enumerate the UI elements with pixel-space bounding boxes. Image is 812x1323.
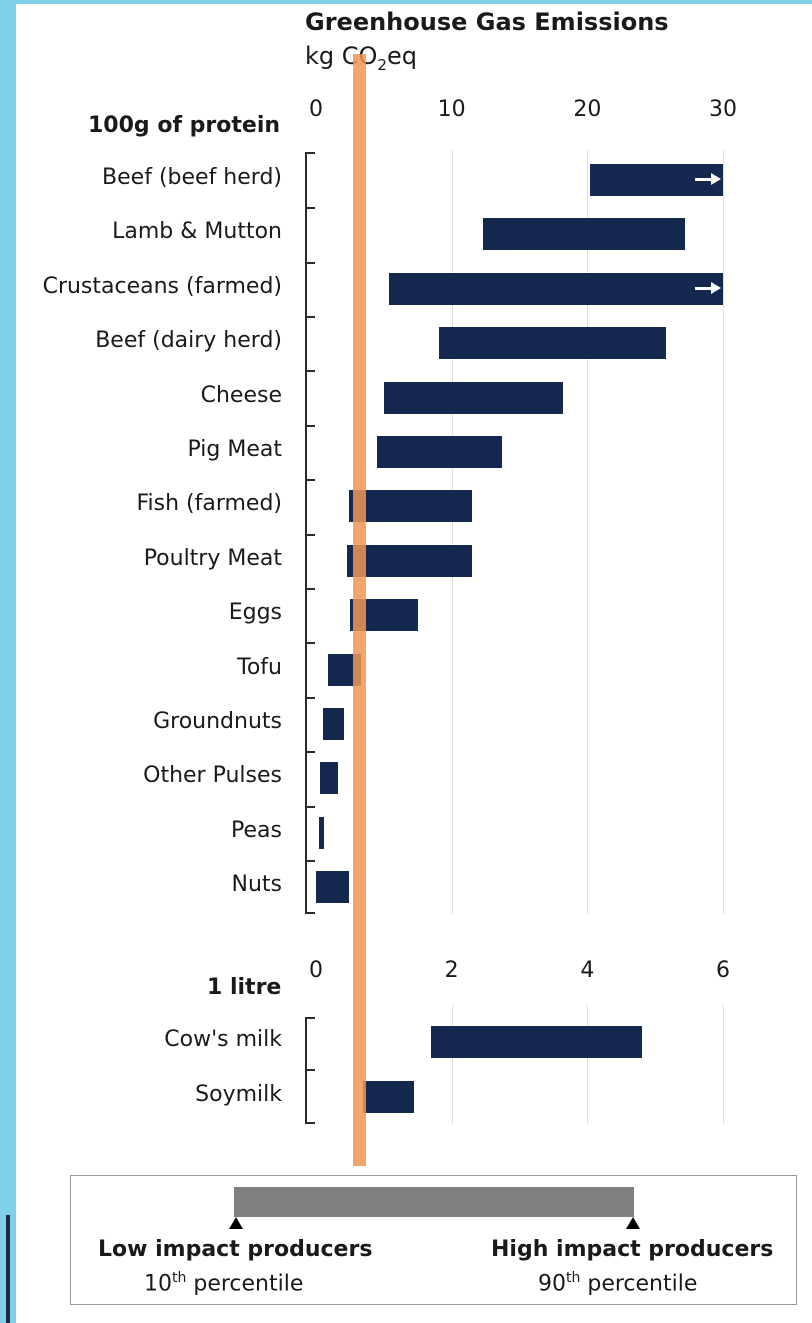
bracket-tick — [305, 424, 315, 427]
bracket-tick — [305, 860, 315, 862]
reference-band — [353, 54, 366, 1166]
section-label-litre: 1 litre — [207, 975, 282, 1000]
range-bar — [363, 1080, 415, 1113]
bracket-tick — [305, 1069, 315, 1072]
gridline — [587, 1005, 589, 1124]
range-bar — [347, 544, 473, 577]
bracket-tick — [305, 1017, 315, 1019]
legend-low-marker-icon — [229, 1217, 243, 1229]
bracket-tick — [305, 696, 315, 699]
top-frame-strip — [16, 0, 812, 4]
legend-high-percentile: 90th percentile — [538, 1270, 698, 1297]
bracket-tick — [305, 479, 315, 482]
bracket-tick — [305, 642, 315, 645]
range-bar — [377, 436, 502, 468]
x-tick-label: 20 — [573, 97, 602, 122]
x-tick-label: 6 — [716, 958, 730, 983]
x-tick-label: 0 — [309, 958, 323, 983]
category-label: Pig Meat — [187, 437, 282, 462]
gridline — [723, 1005, 724, 1124]
category-label: Cheese — [200, 382, 282, 408]
section-label-protein: 100g of protein — [88, 113, 281, 138]
x-tick-label: 2 — [444, 958, 459, 983]
left-frame-accent — [6, 1215, 10, 1323]
legend-low-label: Low impact producers — [98, 1237, 373, 1262]
x-tick-label: 0 — [309, 97, 323, 122]
range-bar — [316, 871, 349, 904]
bracket-tick — [305, 912, 315, 915]
category-label: Beef (dairy herd) — [95, 328, 282, 354]
chart-title: Greenhouse Gas Emissions — [305, 8, 669, 36]
range-bar — [389, 272, 723, 305]
bracket-tick — [305, 152, 315, 154]
category-label: Eggs — [228, 600, 282, 626]
gridline — [723, 150, 724, 915]
category-label: Tofu — [237, 654, 282, 680]
range-bar — [383, 381, 563, 414]
gridline — [451, 1005, 453, 1124]
overflow-arrow-icon — [695, 281, 721, 294]
category-label: Poultry Meat — [143, 545, 282, 571]
gridline — [587, 150, 589, 915]
category-label: Nuts — [231, 872, 283, 898]
x-tick-label: 4 — [580, 958, 595, 983]
gridline — [451, 150, 453, 915]
legend-range-bar — [234, 1187, 634, 1217]
range-bar — [320, 762, 338, 795]
category-label: Cow's milk — [164, 1027, 282, 1052]
range-bar — [322, 708, 345, 740]
category-label: Groundnuts — [153, 709, 282, 734]
x-tick-label: 10 — [437, 97, 466, 122]
range-bar — [348, 490, 472, 523]
category-label: Crustaceans (farmed) — [42, 273, 282, 299]
category-label: Lamb & Mutton — [112, 219, 282, 245]
category-bracket — [305, 152, 307, 915]
bracket-tick — [305, 751, 315, 754]
range-bar — [431, 1026, 642, 1058]
left-frame-strip — [0, 0, 16, 1323]
legend-high-marker-icon — [626, 1217, 640, 1229]
x-tick-label: 30 — [709, 97, 737, 122]
range-bar — [318, 816, 325, 849]
bracket-tick — [305, 805, 315, 808]
overflow-arrow-icon — [695, 173, 721, 185]
category-label: Soymilk — [195, 1081, 282, 1107]
category-label: Fish (farmed) — [136, 491, 282, 517]
bracket-tick — [305, 316, 315, 318]
bracket-tick — [305, 533, 315, 536]
bracket-tick — [305, 1121, 315, 1124]
category-label: Peas — [231, 817, 282, 843]
category-label: Other Pulses — [143, 763, 282, 789]
category-label: Beef (beef herd) — [102, 165, 282, 190]
bracket-tick — [305, 207, 315, 210]
bracket-tick — [305, 588, 315, 590]
bracket-tick — [305, 261, 315, 264]
range-bar — [439, 327, 667, 360]
bracket-tick — [305, 370, 315, 373]
range-bar — [482, 218, 685, 251]
legend-high-label: High impact producers — [491, 1237, 774, 1262]
legend-low-percentile: 10th percentile — [144, 1270, 304, 1297]
